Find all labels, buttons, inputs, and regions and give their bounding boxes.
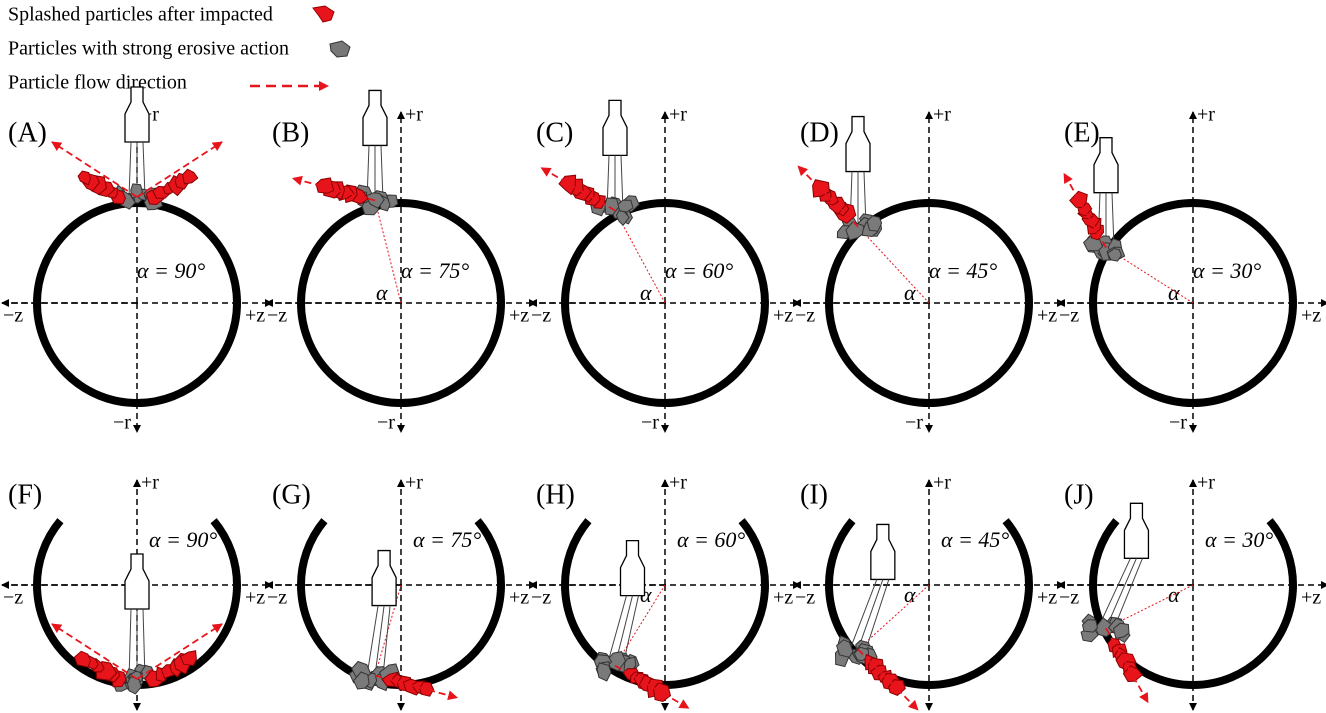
panel-label: (A) bbox=[8, 117, 47, 148]
axis-label: −z bbox=[531, 305, 551, 327]
axis-label: +r bbox=[405, 472, 423, 494]
axis-label: +z bbox=[773, 587, 793, 609]
legend: Splashed particles after impacted Partic… bbox=[8, 4, 350, 94]
nozzle bbox=[372, 551, 396, 606]
axis-label: −z bbox=[3, 305, 23, 327]
nozzle bbox=[363, 90, 387, 145]
axis-label: −z bbox=[267, 587, 287, 609]
axis-label: +z bbox=[245, 305, 265, 327]
axis-label: +z bbox=[509, 587, 529, 609]
axis-label: −z bbox=[531, 587, 551, 609]
axis-label: +r bbox=[141, 472, 159, 494]
spray bbox=[367, 606, 390, 676]
axis-label: +r bbox=[669, 104, 687, 126]
axis-label: +r bbox=[933, 104, 951, 126]
axis-label: +z bbox=[509, 305, 529, 327]
axis-label: +r bbox=[405, 104, 423, 126]
panel: (F) +r −z +z α = 90° bbox=[2, 472, 272, 710]
angle-label: α = 90° bbox=[137, 258, 205, 283]
panel-label: (G) bbox=[272, 479, 311, 510]
axis-label: +r bbox=[1197, 472, 1215, 494]
panel: (A)+r−r−z+zα = 90° bbox=[2, 87, 272, 434]
angle-label: α = 45° bbox=[929, 258, 997, 283]
axis-label: −z bbox=[3, 587, 23, 609]
panel: (E) +r −r −z +z α = 30° α bbox=[1058, 104, 1326, 434]
axis-label: −r bbox=[1169, 412, 1187, 434]
panel: (G)+r−z+zα = 75°α bbox=[266, 472, 536, 710]
nozzle bbox=[125, 554, 149, 609]
particle bbox=[597, 663, 611, 681]
axis-label: +z bbox=[773, 305, 793, 327]
axis-label: −r bbox=[377, 412, 395, 434]
panel-label: (J) bbox=[1064, 479, 1094, 510]
nozzle bbox=[871, 524, 895, 579]
alpha-label: α bbox=[640, 280, 652, 305]
alpha-label: α bbox=[1168, 280, 1180, 305]
axis-label: −z bbox=[1059, 305, 1079, 327]
legend-icon bbox=[313, 6, 334, 22]
angle-label: α = 30° bbox=[1205, 527, 1273, 552]
panel-label: (B) bbox=[272, 117, 309, 148]
axis-label: +r bbox=[1197, 104, 1215, 126]
spray bbox=[1098, 558, 1142, 628]
particle bbox=[183, 169, 198, 184]
particle bbox=[78, 171, 90, 185]
particle bbox=[653, 683, 670, 702]
legend-label: Splashed particles after impacted bbox=[8, 4, 273, 26]
angle-label: α = 60° bbox=[665, 258, 733, 283]
angle-label: α = 30° bbox=[1193, 258, 1261, 283]
nozzle bbox=[846, 117, 870, 172]
panel-label: (D) bbox=[800, 117, 839, 148]
legend-icon bbox=[330, 41, 350, 57]
panel: (C) +r −r −z +z α = 60° α bbox=[530, 100, 800, 433]
angle-label: α = 60° bbox=[677, 527, 745, 552]
angle-label: α = 75° bbox=[401, 258, 469, 283]
nozzle bbox=[1124, 503, 1148, 558]
panel: (J)+r−z+zα = 30°α bbox=[1058, 472, 1326, 710]
panel-label: (C) bbox=[536, 117, 573, 148]
alpha-label: α bbox=[904, 280, 916, 305]
axis-label: +z bbox=[1301, 305, 1321, 327]
axis-label: −z bbox=[267, 305, 287, 327]
axis-label: −r bbox=[113, 412, 131, 434]
nozzle bbox=[621, 541, 645, 596]
alpha-label: α bbox=[376, 280, 388, 305]
angle-label: α = 75° bbox=[413, 527, 481, 552]
figure: Splashed particles after impacted Partic… bbox=[0, 0, 1326, 713]
panel-label: (H) bbox=[536, 479, 575, 510]
spray bbox=[850, 579, 889, 649]
panel: (I) +r −z +z α = 45° α bbox=[794, 472, 1064, 710]
alpha-label: α bbox=[904, 582, 916, 607]
axis-label: +r bbox=[669, 472, 687, 494]
angle-label: α = 45° bbox=[941, 527, 1009, 552]
axis-label: −z bbox=[795, 305, 815, 327]
axis-label: −z bbox=[1059, 587, 1079, 609]
axis-label: +z bbox=[1037, 587, 1057, 609]
panel-label: (I) bbox=[800, 479, 828, 510]
particle bbox=[75, 651, 91, 667]
panel-label: (E) bbox=[1064, 117, 1100, 148]
axis-label: −r bbox=[641, 412, 659, 434]
angle-label: α = 90° bbox=[149, 527, 217, 552]
panel-label: (F) bbox=[8, 479, 42, 510]
panel: (D) +r −r −z +z α = 45° α bbox=[794, 104, 1064, 434]
axis-label: −z bbox=[795, 587, 815, 609]
axis-label: −r bbox=[905, 412, 923, 434]
panel: (H)+r−z+zα = 60°α bbox=[530, 472, 800, 710]
legend-label: Particles with strong erosive action bbox=[8, 38, 289, 60]
radius-line bbox=[858, 227, 929, 303]
particle bbox=[559, 175, 576, 194]
legend-label: Particle flow direction bbox=[8, 72, 187, 94]
axis-label: +z bbox=[245, 587, 265, 609]
axis-label: +z bbox=[1037, 305, 1057, 327]
panel: (B) +r −r −z +z α = 75° α bbox=[266, 90, 536, 433]
nozzle bbox=[603, 100, 627, 155]
particle bbox=[128, 677, 142, 694]
axis-label: +r bbox=[933, 472, 951, 494]
axis-label: +z bbox=[1301, 587, 1321, 609]
nozzle bbox=[125, 87, 149, 142]
